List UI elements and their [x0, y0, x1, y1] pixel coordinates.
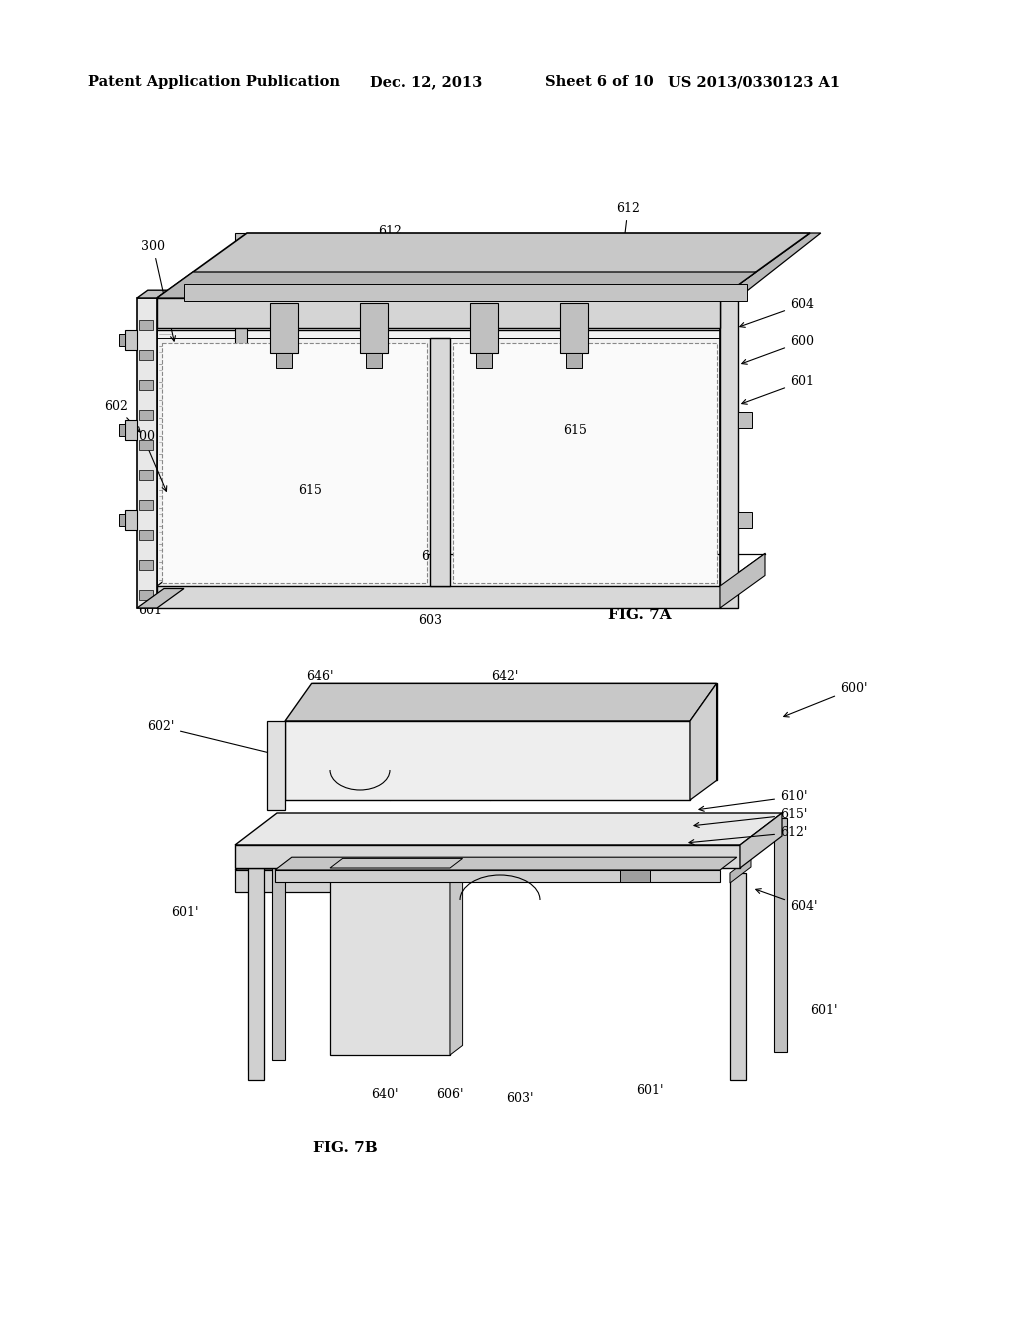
Text: 618': 618': [331, 704, 358, 737]
Polygon shape: [720, 553, 765, 609]
Polygon shape: [360, 304, 388, 352]
Text: 600': 600': [783, 682, 867, 717]
Text: 615: 615: [298, 483, 322, 496]
Text: 601: 601: [138, 603, 162, 616]
Polygon shape: [137, 589, 184, 609]
Polygon shape: [774, 818, 786, 1052]
Polygon shape: [248, 869, 264, 1080]
Polygon shape: [720, 298, 738, 609]
Polygon shape: [738, 412, 752, 428]
Text: 615: 615: [563, 424, 587, 437]
Polygon shape: [738, 512, 752, 528]
Polygon shape: [453, 343, 717, 583]
Text: Dec. 12, 2013: Dec. 12, 2013: [370, 75, 482, 88]
Text: 615': 615': [694, 808, 807, 828]
Polygon shape: [285, 721, 690, 800]
Polygon shape: [125, 510, 137, 531]
Text: 604': 604': [756, 888, 817, 913]
Text: 606': 606': [436, 1089, 464, 1101]
Polygon shape: [476, 352, 492, 368]
Polygon shape: [234, 845, 740, 869]
Polygon shape: [184, 284, 746, 301]
Text: FIG. 7A: FIG. 7A: [608, 609, 672, 622]
Polygon shape: [248, 892, 264, 1071]
Polygon shape: [234, 870, 400, 892]
Polygon shape: [119, 513, 125, 525]
Polygon shape: [139, 319, 153, 330]
Polygon shape: [157, 298, 720, 609]
Polygon shape: [139, 531, 153, 540]
Polygon shape: [450, 858, 463, 1055]
Text: 601': 601': [810, 1003, 838, 1016]
Text: 603': 603': [506, 1092, 534, 1105]
Polygon shape: [139, 411, 153, 420]
Polygon shape: [137, 298, 157, 609]
Polygon shape: [276, 352, 292, 368]
Polygon shape: [330, 869, 450, 1055]
Polygon shape: [157, 234, 810, 298]
Text: 601: 601: [741, 375, 814, 404]
Text: 300: 300: [141, 240, 175, 341]
Polygon shape: [366, 352, 382, 368]
Polygon shape: [275, 857, 737, 870]
Text: 646': 646': [306, 671, 334, 702]
Polygon shape: [720, 234, 821, 298]
Polygon shape: [125, 420, 137, 440]
Polygon shape: [690, 684, 717, 800]
Polygon shape: [119, 424, 125, 436]
Polygon shape: [139, 560, 153, 570]
Polygon shape: [272, 818, 285, 1060]
Text: US 2013/0330123 A1: US 2013/0330123 A1: [668, 75, 840, 88]
Polygon shape: [285, 684, 717, 721]
Polygon shape: [311, 684, 717, 780]
Polygon shape: [139, 350, 153, 360]
Text: 612: 612: [616, 202, 640, 271]
Polygon shape: [560, 304, 588, 352]
Polygon shape: [234, 813, 782, 845]
Polygon shape: [139, 470, 153, 480]
Polygon shape: [234, 234, 247, 562]
Polygon shape: [330, 858, 463, 869]
Text: 610': 610': [699, 789, 808, 812]
Polygon shape: [275, 870, 720, 882]
Polygon shape: [157, 586, 720, 609]
Text: Sheet 6 of 10: Sheet 6 of 10: [545, 75, 653, 88]
Polygon shape: [740, 813, 782, 869]
Polygon shape: [566, 352, 582, 368]
Text: 600: 600: [741, 335, 814, 364]
Polygon shape: [470, 304, 498, 352]
Text: 601': 601': [171, 906, 199, 919]
Polygon shape: [157, 272, 756, 298]
Text: 602': 602': [147, 719, 274, 755]
Polygon shape: [267, 721, 285, 810]
Text: 602: 602: [104, 400, 140, 432]
Polygon shape: [620, 870, 650, 882]
Polygon shape: [139, 500, 153, 510]
Polygon shape: [125, 330, 137, 350]
Polygon shape: [234, 838, 442, 870]
Polygon shape: [162, 343, 427, 583]
Text: 612: 612: [378, 224, 402, 294]
Text: 604: 604: [739, 298, 814, 327]
Text: FIG. 7B: FIG. 7B: [312, 1140, 378, 1155]
Polygon shape: [730, 857, 751, 883]
Polygon shape: [730, 873, 746, 1080]
Polygon shape: [270, 304, 298, 352]
Polygon shape: [139, 440, 153, 450]
Polygon shape: [119, 334, 125, 346]
Polygon shape: [137, 290, 168, 298]
Text: 612': 612': [689, 826, 807, 845]
Text: 601': 601': [636, 1084, 664, 1097]
Text: 605: 605: [421, 533, 445, 564]
Text: 300: 300: [131, 430, 167, 491]
Polygon shape: [139, 380, 153, 389]
Text: Patent Application Publication: Patent Application Publication: [88, 75, 340, 88]
Polygon shape: [139, 590, 153, 601]
Text: 642': 642': [492, 671, 519, 702]
Polygon shape: [157, 298, 720, 327]
Text: 603: 603: [418, 614, 442, 627]
Text: 640': 640': [372, 1089, 398, 1101]
Polygon shape: [430, 338, 450, 586]
